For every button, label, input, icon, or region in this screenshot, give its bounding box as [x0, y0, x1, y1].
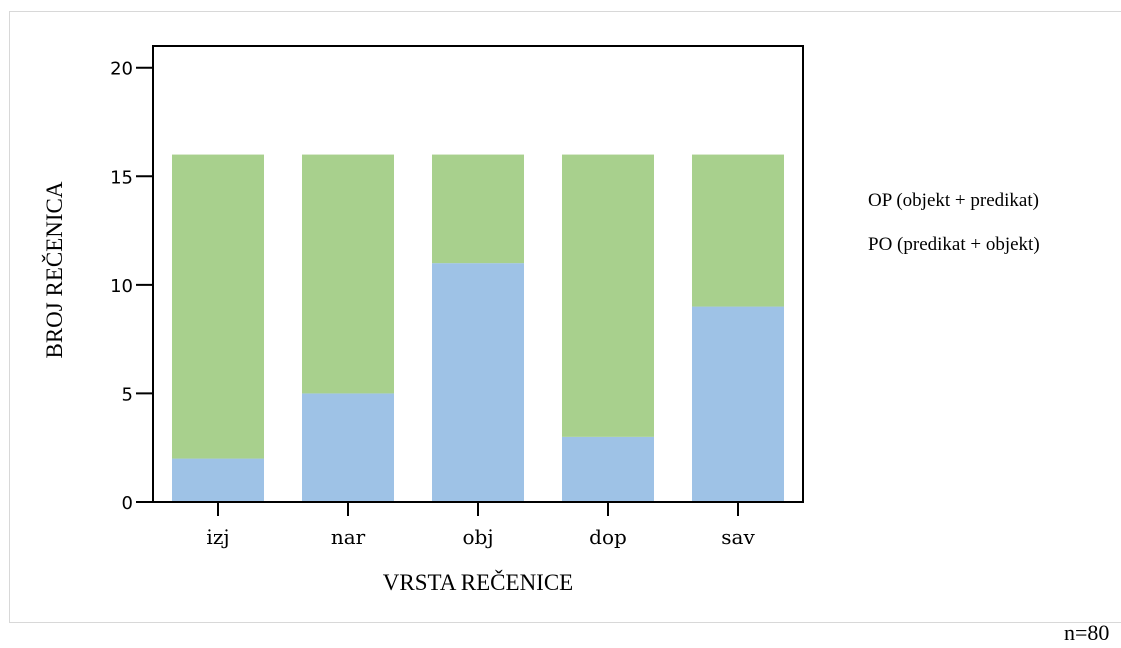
bar-sav-segment-1 — [692, 306, 784, 502]
x-axis: izj nar obj dop sav — [206, 502, 755, 549]
y-tick-label: 20 — [110, 59, 133, 80]
x-tick-label-dop: dop — [589, 525, 627, 549]
bar-sav-segment-2 — [692, 154, 784, 307]
y-tick-label: 0 — [122, 493, 133, 514]
bars-group — [172, 154, 784, 502]
legend: OP (objekt + predikat) PO (predikat + ob… — [868, 185, 1040, 273]
x-tick-label-obj: obj — [462, 525, 493, 549]
y-tick-label: 5 — [122, 384, 133, 405]
legend-item-po: PO (predikat + objekt) — [868, 234, 1040, 255]
x-axis-title: VRSTA REČENICE — [383, 569, 573, 595]
bar-nar-segment-1 — [302, 393, 394, 502]
bar-izj-segment-1 — [172, 458, 264, 502]
bar-obj-segment-1 — [432, 263, 524, 502]
y-tick-label: 10 — [110, 276, 133, 297]
bar-dop-segment-2 — [562, 154, 654, 437]
chart-frame — [9, 11, 1121, 623]
y-axis-title: BROJ REČENICA — [41, 181, 67, 358]
sample-size-note: n=80 — [1064, 620, 1110, 645]
bar-nar-segment-2 — [302, 154, 394, 394]
x-tick-label-izj: izj — [206, 525, 229, 549]
y-axis: 0 5 10 15 20 — [110, 59, 153, 514]
bar-obj-segment-2 — [432, 154, 524, 264]
bar-dop-segment-1 — [562, 436, 654, 502]
x-tick-label-nar: nar — [331, 525, 366, 549]
bar-izj-segment-2 — [172, 154, 264, 459]
y-tick-label: 15 — [110, 167, 133, 188]
x-tick-label-sav: sav — [721, 525, 755, 549]
legend-item-op: OP (objekt + predikat) — [868, 190, 1039, 211]
